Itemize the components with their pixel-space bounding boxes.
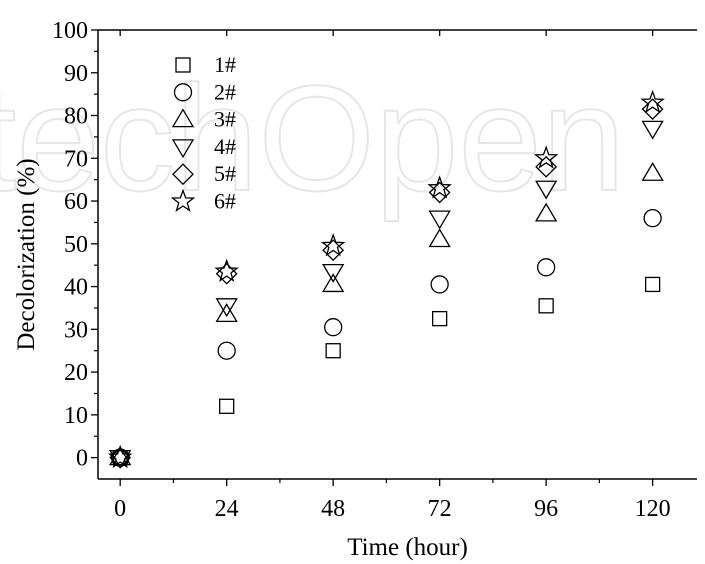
- series-1: [112, 276, 661, 466]
- data-point-triangle-down: [641, 120, 664, 140]
- data-point-triangle-up: [535, 202, 558, 222]
- data-point-star: [533, 145, 559, 169]
- data-point-triangle-up: [641, 161, 664, 181]
- x-tick-label: 48: [321, 496, 345, 522]
- legend-label: 3#: [214, 107, 236, 132]
- x-tick-label: 120: [635, 496, 671, 522]
- data-point-triangle-up: [109, 446, 132, 466]
- series-3: [109, 161, 664, 466]
- data-point-triangle-up: [322, 273, 345, 293]
- data-point-circle: [430, 275, 449, 294]
- data-point-triangle-up: [428, 228, 451, 248]
- legend-marker-triangle-up: [171, 108, 195, 128]
- legend-marker-triangle-down: [171, 139, 195, 159]
- legend-label: 2#: [214, 79, 236, 104]
- data-point-triangle-down: [215, 298, 238, 318]
- data-point-diamond: [535, 155, 558, 178]
- y-tick-label: 10: [64, 403, 88, 429]
- data-point-square: [644, 276, 661, 293]
- data-point-star: [214, 258, 239, 283]
- y-tick-label: 60: [64, 189, 88, 215]
- legend-label: 5#: [214, 161, 236, 186]
- data-point-triangle-down: [322, 263, 345, 283]
- data-point-triangle-down: [428, 210, 451, 230]
- legend-marker-star: [170, 188, 196, 212]
- data-point-star: [640, 89, 665, 114]
- data-point-circle: [324, 318, 343, 337]
- data-point-diamond: [428, 181, 451, 204]
- y-tick-label: 50: [64, 232, 88, 258]
- series-6: [107, 89, 665, 469]
- y-tick-label: 80: [64, 104, 88, 130]
- y-tick-label: 70: [64, 146, 88, 172]
- data-point-square: [219, 398, 235, 414]
- legend-label: 1#: [214, 52, 236, 77]
- data-point-square: [325, 343, 341, 359]
- data-point-star: [107, 444, 133, 469]
- legend-label: 6#: [214, 189, 236, 214]
- legend-marker-square: [175, 57, 191, 73]
- x-tick-label: 24: [215, 496, 239, 522]
- x-axis-title: Time (hour): [347, 534, 468, 561]
- series-2: [111, 209, 662, 467]
- legend-marker-diamond: [172, 163, 194, 186]
- data-point-star: [427, 175, 452, 199]
- data-point-circle: [111, 448, 130, 467]
- y-tick-label: 100: [52, 18, 88, 44]
- data-point-triangle-up: [215, 303, 238, 323]
- data-points: [107, 89, 665, 469]
- data-point-diamond: [641, 98, 664, 121]
- data-point-square: [432, 310, 448, 327]
- legend: 1#2# 3#4#5# 6#: [170, 52, 236, 214]
- x-tick-label: 96: [534, 496, 558, 522]
- data-point-square: [538, 298, 554, 314]
- data-point-star: [320, 233, 346, 257]
- data-point-circle: [643, 209, 662, 228]
- y-tick-label: 40: [64, 275, 88, 301]
- legend-marker-circle: [173, 83, 193, 102]
- watermark: techOpen: [0, 54, 625, 222]
- data-point-circle: [217, 341, 236, 360]
- y-tick-label: 30: [64, 317, 88, 343]
- data-point-triangle-down: [535, 180, 558, 200]
- y-axis-title: Decolorization (%): [13, 158, 40, 350]
- tick-labels: 0 10 20 30 40 50 60 70 80 90 100 0 24 48 72 96 120: [52, 18, 671, 522]
- y-tick-label: 20: [64, 360, 88, 386]
- data-point-circle: [536, 258, 556, 277]
- data-point-diamond: [322, 239, 345, 262]
- axes: [91, 29, 697, 486]
- y-tick-label: 90: [64, 61, 88, 87]
- x-tick-label: 72: [428, 496, 452, 522]
- legend-label: 4#: [214, 134, 236, 159]
- y-tick-label: 0: [76, 446, 88, 472]
- x-tick-label: 0: [114, 496, 126, 522]
